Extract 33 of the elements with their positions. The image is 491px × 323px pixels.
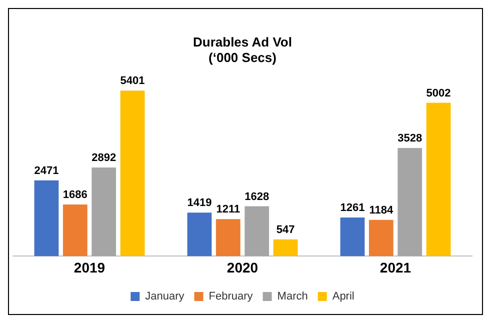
chart-subtitle: (‘000 Secs) [208,50,276,65]
data-label: 2471 [34,164,59,177]
bar [426,102,451,256]
data-label: 3528 [398,132,422,145]
data-label: 1419 [187,197,212,210]
legend-label: March [277,290,308,303]
legend-label: April [332,290,354,303]
bar [244,206,270,256]
bar [92,168,116,256]
data-label: 1261 [340,202,365,214]
bar [187,212,212,256]
legend-label: January [145,290,185,303]
chart-title: Durables Ad Vol [193,34,292,50]
data-label: 5002 [426,87,451,100]
data-label: 2892 [92,152,116,164]
data-label: 1211 [216,204,240,216]
bar [120,90,145,256]
x-tick-label: 2020 [226,259,258,276]
data-label: 1184 [369,204,394,216]
bar [398,148,422,256]
data-label: 5401 [120,75,145,88]
bar [62,204,88,256]
legend-label: February [208,290,254,303]
bar [340,218,365,256]
x-tick-label: 2019 [74,259,106,276]
data-label: 1686 [62,189,88,202]
bar [273,239,298,256]
bar [34,180,59,256]
bar [368,220,394,256]
bar [216,219,240,256]
x-tick-label: 2021 [380,259,412,276]
data-label: 1628 [244,190,270,203]
data-label: 547 [276,224,295,236]
